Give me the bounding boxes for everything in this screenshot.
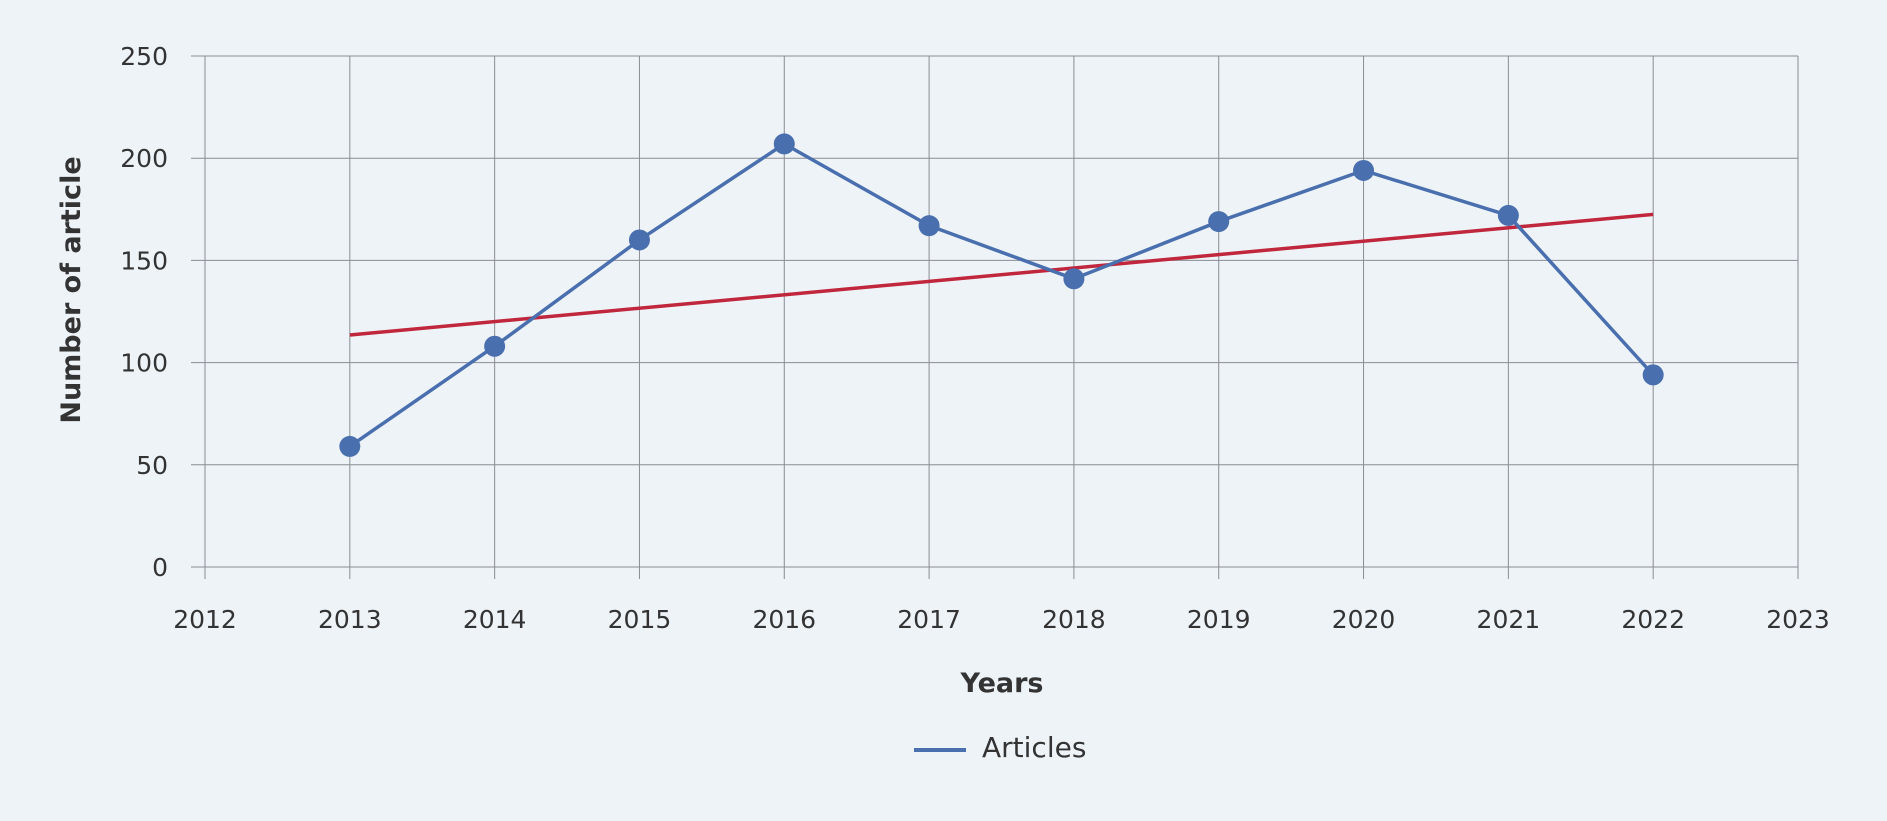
- y-tick-label: 200: [120, 144, 168, 173]
- data-point: [918, 215, 940, 237]
- y-tick-label: 50: [136, 451, 168, 480]
- legend: Articles: [914, 731, 1086, 764]
- data-point: [1063, 268, 1085, 290]
- x-tick-label: 2018: [1042, 605, 1106, 634]
- x-tick-label: 2014: [463, 605, 527, 634]
- x-axis-ticks: 2012 2013 2014 2015 2016 2017 2018 2019 2020 2021…: [173, 605, 1830, 634]
- x-tick-label: 2016: [752, 605, 816, 634]
- x-tick-label: 2023: [1766, 605, 1830, 634]
- legend-label-articles: Articles: [982, 731, 1086, 764]
- y-axis-title: Number of article: [56, 156, 87, 423]
- x-tick-label: 2022: [1621, 605, 1685, 634]
- data-point: [1208, 211, 1230, 233]
- series-group: [339, 133, 1664, 457]
- x-tick-label: 2017: [897, 605, 961, 634]
- x-tick-label: 2012: [173, 605, 237, 634]
- data-point: [773, 133, 795, 155]
- x-tick-label: 2019: [1187, 605, 1251, 634]
- data-point: [1353, 159, 1375, 181]
- x-tick-label: 2020: [1332, 605, 1396, 634]
- data-point: [1497, 204, 1519, 226]
- x-axis-title: Years: [960, 668, 1044, 699]
- x-tick-label: 2013: [318, 605, 382, 634]
- grid: [191, 55, 1799, 579]
- trendline: [349, 212, 1654, 337]
- data-point: [484, 335, 506, 357]
- x-tick-label: 2015: [608, 605, 672, 634]
- y-tick-label: 250: [120, 42, 168, 71]
- data-point: [339, 435, 361, 457]
- y-tick-label: 0: [152, 553, 168, 582]
- series-line-articles: [348, 142, 1655, 448]
- data-point: [628, 229, 650, 251]
- data-point: [1642, 364, 1664, 386]
- y-tick-label: 150: [120, 246, 168, 275]
- y-axis-ticks: 0 50 100 150 200 250: [120, 42, 168, 582]
- x-tick-label: 2021: [1477, 605, 1541, 634]
- y-tick-label: 100: [120, 349, 168, 378]
- trendline-group: [349, 212, 1654, 337]
